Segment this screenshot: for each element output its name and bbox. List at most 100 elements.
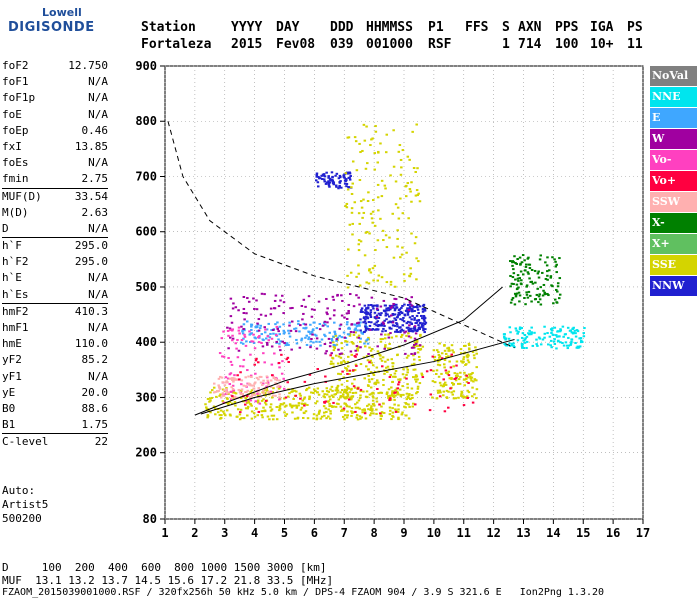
echo-point [451, 349, 454, 352]
echo-point [323, 414, 326, 417]
echo-point [373, 311, 377, 314]
echo-point [518, 300, 521, 303]
echo-point [370, 405, 373, 408]
echo-point [358, 324, 361, 327]
echo-point [349, 175, 352, 178]
echo-point [233, 374, 236, 377]
echo-point [270, 374, 274, 377]
echo-point [323, 401, 326, 404]
echo-point [274, 294, 278, 297]
echo-point [326, 313, 329, 316]
echo-point [382, 378, 385, 381]
echo-point [334, 344, 337, 347]
echo-point [406, 383, 409, 386]
echo-point [344, 172, 348, 175]
echo-point [246, 399, 250, 402]
echo-point [227, 347, 230, 350]
echo-point [325, 171, 328, 174]
echo-point [359, 340, 362, 343]
echo-point [393, 317, 396, 320]
echo-point [318, 323, 322, 326]
echo-point [340, 352, 343, 355]
echo-point [437, 360, 440, 363]
echo-point [389, 280, 393, 283]
echo-point [450, 391, 453, 394]
param-value: N/A [88, 156, 108, 170]
echo-point [383, 184, 387, 187]
x-tick-label: 15 [576, 526, 590, 540]
param-name: B1 [2, 418, 16, 432]
echo-point [469, 377, 473, 380]
echo-point [455, 360, 459, 363]
echo-point [276, 385, 279, 388]
header-label: YYYY [231, 20, 263, 35]
echo-point [230, 377, 234, 380]
echo-point [422, 324, 425, 327]
echo-point [421, 376, 425, 379]
echo-point [571, 327, 575, 330]
echo-point [352, 342, 355, 345]
echo-point [395, 322, 398, 325]
echo-point [391, 365, 395, 368]
echo-point [345, 182, 349, 185]
echo-point [429, 393, 433, 396]
echo-point [398, 313, 401, 316]
echo-point [371, 305, 374, 308]
legend-item: SSW [650, 192, 697, 212]
echo-point [407, 308, 411, 311]
echo-point [365, 312, 368, 315]
echo-point [472, 354, 476, 357]
echo-point [523, 269, 527, 272]
echo-point [360, 307, 364, 310]
param-value: N/A [88, 91, 108, 105]
echo-point [365, 365, 368, 368]
echo-point [227, 391, 230, 394]
echo-point [546, 274, 549, 277]
echo-point [530, 331, 533, 334]
echo-point [344, 340, 347, 343]
echo-point [550, 331, 553, 334]
echo-point [346, 188, 350, 191]
echo-point [406, 368, 410, 371]
echo-point [471, 351, 475, 354]
echo-point [514, 327, 518, 330]
echo-point [242, 323, 246, 326]
echo-point [235, 378, 238, 381]
echo-point [342, 331, 346, 334]
echo-point [379, 142, 382, 145]
x-tick-label: 8 [371, 526, 378, 540]
echo-point [406, 303, 410, 306]
echo-point [246, 405, 250, 408]
echo-point [452, 365, 455, 368]
echo-point [366, 342, 370, 345]
echo-point [407, 354, 410, 357]
echo-point [375, 314, 379, 317]
echo-point [523, 334, 527, 337]
echo-point [331, 182, 335, 185]
echo-point [214, 413, 217, 416]
echo-point [237, 349, 241, 352]
echo-point [338, 327, 341, 330]
echo-point [393, 309, 397, 312]
echo-point [556, 290, 559, 293]
echo-point [257, 341, 261, 344]
echo-point [525, 284, 529, 287]
echo-point [417, 319, 420, 322]
echo-point [390, 336, 394, 339]
echo-point [443, 349, 447, 352]
echo-point [511, 264, 514, 267]
echo-point [214, 390, 217, 393]
echo-point [392, 396, 396, 399]
echo-point [335, 402, 339, 405]
echo-point [277, 384, 281, 387]
echo-point [226, 401, 230, 404]
echo-point [529, 294, 532, 297]
param-value: 110.0 [74, 337, 108, 351]
echo-point [433, 358, 437, 361]
echo-point [263, 326, 266, 329]
echo-point [284, 344, 288, 347]
echo-point [357, 336, 361, 339]
header-label: AXN [518, 20, 542, 35]
echo-point [257, 318, 261, 321]
echo-point [462, 356, 466, 359]
